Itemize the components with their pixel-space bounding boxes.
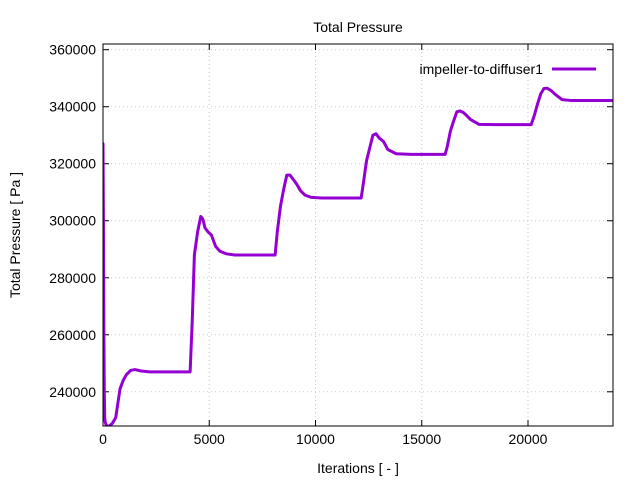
y-axis-label: Total Pressure [ Pa ] — [7, 172, 23, 298]
plot-area — [103, 86, 613, 426]
axis-ticks: 0 5000 10000 15000 20000 240000 260000 280000 30… — [49, 42, 613, 447]
legend: impeller-to-diffuser1 — [420, 61, 596, 77]
y-tick-label: 340000 — [49, 99, 96, 115]
chart-title: Total Pressure — [313, 19, 403, 35]
y-tick-label: 300000 — [49, 213, 96, 229]
grid-lines — [103, 44, 613, 426]
x-tick-label: 10000 — [296, 431, 335, 447]
y-tick-label: 280000 — [49, 270, 96, 286]
y-tick-label: 240000 — [49, 384, 96, 400]
legend-label: impeller-to-diffuser1 — [420, 61, 544, 77]
plot-frame — [102, 43, 614, 427]
series-line — [103, 86, 613, 426]
x-tick-label: 5000 — [194, 431, 225, 447]
y-tick-label: 320000 — [49, 156, 96, 172]
x-tick-label: 15000 — [402, 431, 441, 447]
x-tick-label: 20000 — [509, 431, 548, 447]
y-tick-label: 360000 — [49, 42, 96, 58]
x-tick-label: 0 — [99, 431, 107, 447]
x-axis-label: Iterations [ - ] — [317, 460, 399, 476]
y-tick-label: 260000 — [49, 327, 96, 343]
